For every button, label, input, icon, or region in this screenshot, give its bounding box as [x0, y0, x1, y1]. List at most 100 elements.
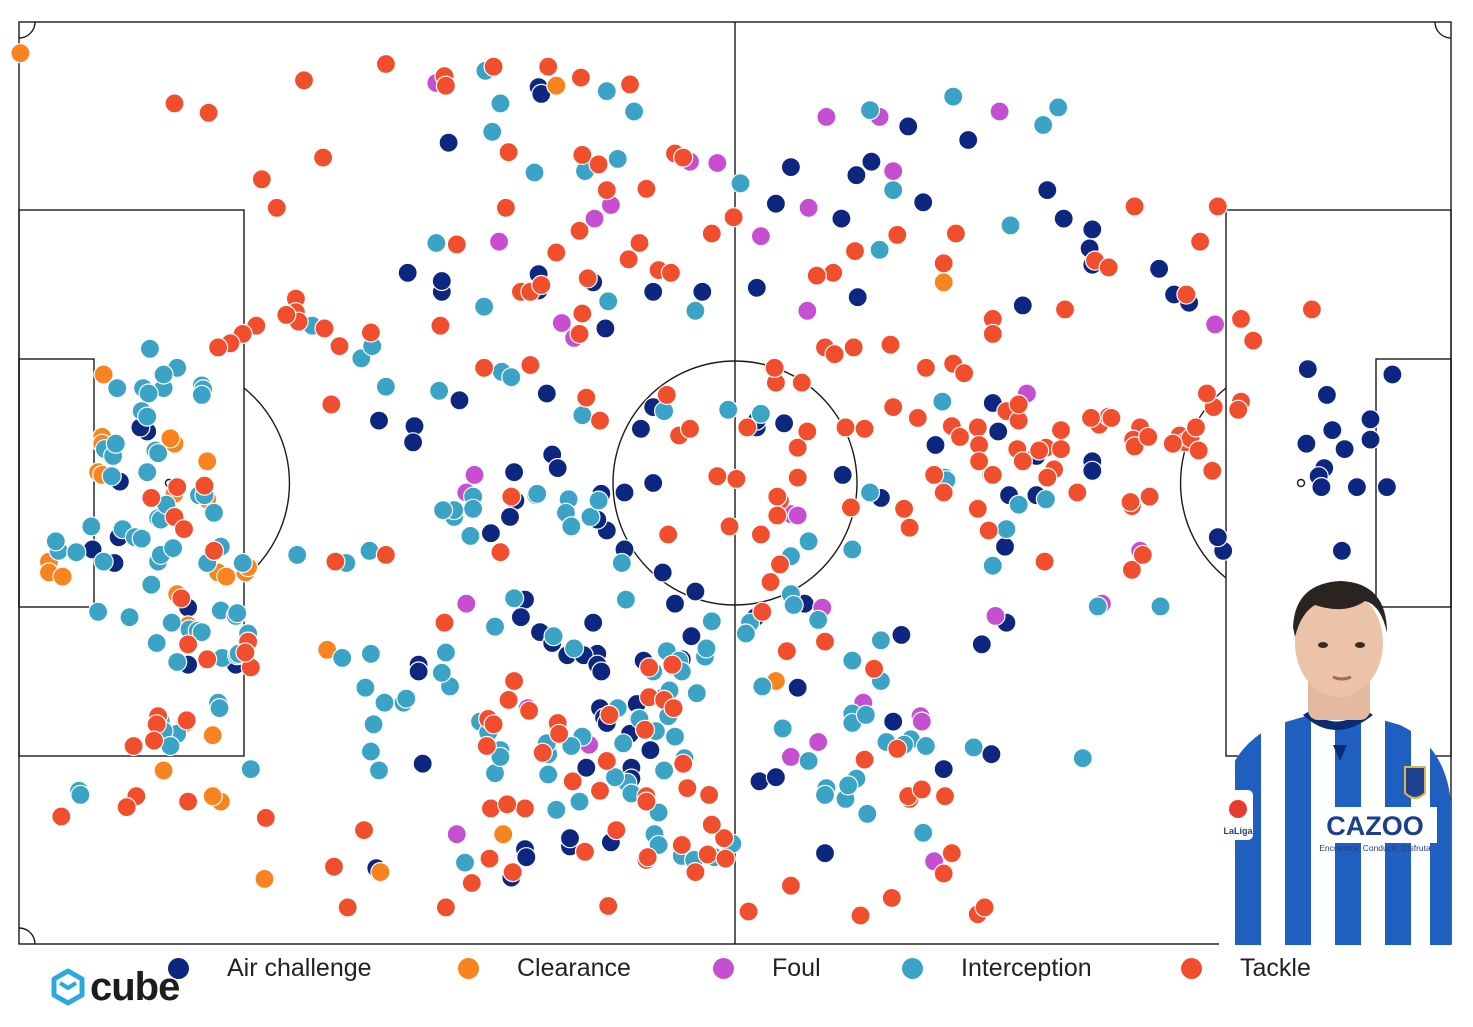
tackle-point [911, 779, 932, 800]
tackle-point [483, 56, 504, 77]
foul-point [989, 101, 1010, 122]
tackle-point [701, 814, 722, 835]
tackle-point [570, 67, 592, 88]
interception-point [287, 544, 308, 566]
foul-point [883, 161, 904, 182]
center-circle [612, 360, 858, 606]
air-challenge-point [480, 523, 501, 544]
tackle-point [483, 714, 504, 735]
interception-point [604, 767, 626, 788]
tackle-point [663, 697, 684, 719]
interception-point [429, 380, 450, 401]
interception-point [1048, 97, 1069, 118]
interception-point [611, 552, 632, 574]
interception-point [203, 502, 225, 523]
clearance-point [202, 725, 223, 746]
interception-point [482, 121, 503, 142]
air-challenge-point [925, 434, 946, 456]
tackle-point [589, 410, 611, 431]
tackle-point [1176, 284, 1197, 305]
air-challenge-point [643, 472, 664, 494]
tackle-point [596, 750, 617, 772]
tackle-point [479, 848, 500, 869]
tackle-point [1080, 407, 1102, 428]
air-challenge-point [397, 262, 418, 283]
air-challenge-point [403, 432, 424, 453]
interception-point [1033, 114, 1054, 136]
tackle-point [503, 670, 525, 692]
air-challenge-point [640, 739, 661, 761]
tackle-point [194, 475, 215, 496]
tackle-point [490, 542, 511, 563]
interception-point [146, 632, 167, 654]
tackle-point [329, 336, 350, 357]
air-challenge-point [576, 757, 597, 778]
legend-label-interception: Interception [961, 953, 1092, 982]
tackle-point [1138, 426, 1159, 447]
interception-point [332, 647, 353, 669]
air-challenge-point [1311, 477, 1332, 498]
right-six-yard-box [1375, 358, 1452, 608]
sponsor-text: CAZOO [1326, 811, 1424, 841]
interception-point [686, 683, 707, 704]
tackle-point [1188, 440, 1209, 461]
tackle-point [589, 780, 611, 801]
tackle-point [167, 477, 188, 498]
tackle-point [776, 640, 797, 662]
tackle-point [1228, 399, 1249, 420]
air-challenge-point [814, 843, 836, 864]
tackle-point [767, 486, 788, 507]
tackle-point [893, 498, 915, 519]
brand-logo: cube [50, 965, 180, 1010]
legend-item-foul: Foul [713, 948, 821, 988]
air-challenge-point [516, 847, 537, 868]
tackle-point [863, 658, 885, 679]
tackle-point [203, 540, 225, 561]
interception-point [859, 99, 881, 121]
tackle-point [1101, 407, 1122, 428]
air-challenge-point [408, 661, 429, 682]
foul-point [787, 505, 808, 526]
air-challenge-point [1053, 208, 1074, 229]
foul-point [456, 593, 477, 614]
interception-point [842, 650, 863, 671]
tackle-point [514, 798, 536, 819]
air-challenge-point [547, 458, 568, 479]
tackle-point [251, 169, 272, 190]
interception-point [588, 490, 609, 511]
interception-point [563, 638, 585, 659]
tackle-point [293, 70, 315, 91]
tackle-point [974, 897, 995, 918]
tackle-point [945, 223, 967, 244]
foul-dot-icon [713, 957, 734, 979]
clearance-point [160, 428, 181, 449]
interception-point [524, 162, 545, 183]
clearance-point [493, 824, 514, 845]
tackle-point [713, 828, 735, 849]
tackle-point [1243, 330, 1264, 351]
tackle-point [337, 897, 358, 918]
interception-point [696, 638, 717, 659]
tackle-point [178, 634, 199, 655]
interception-point [596, 81, 617, 102]
tackle-point [538, 56, 559, 77]
tackle-point [982, 464, 1003, 485]
tackle-point [518, 700, 540, 721]
tackle-point [1162, 433, 1183, 454]
interception-point [87, 601, 109, 622]
interception-point [915, 735, 937, 757]
air-challenge-point [664, 593, 686, 614]
interception-point [855, 704, 877, 726]
legend-label-air-challenge: Air challenge [227, 953, 372, 982]
tackle-point [1034, 551, 1055, 572]
tackle-point [982, 323, 1003, 344]
tackle-point [353, 819, 375, 841]
tackle-point [314, 318, 335, 339]
tackle-point [577, 268, 598, 289]
air-challenge-point [1037, 180, 1058, 201]
tackle-point [1028, 440, 1050, 461]
air-challenge-point [861, 151, 882, 172]
air-challenge-point [765, 767, 787, 788]
air-challenge-point [1316, 384, 1338, 405]
tackle-point [697, 844, 718, 865]
